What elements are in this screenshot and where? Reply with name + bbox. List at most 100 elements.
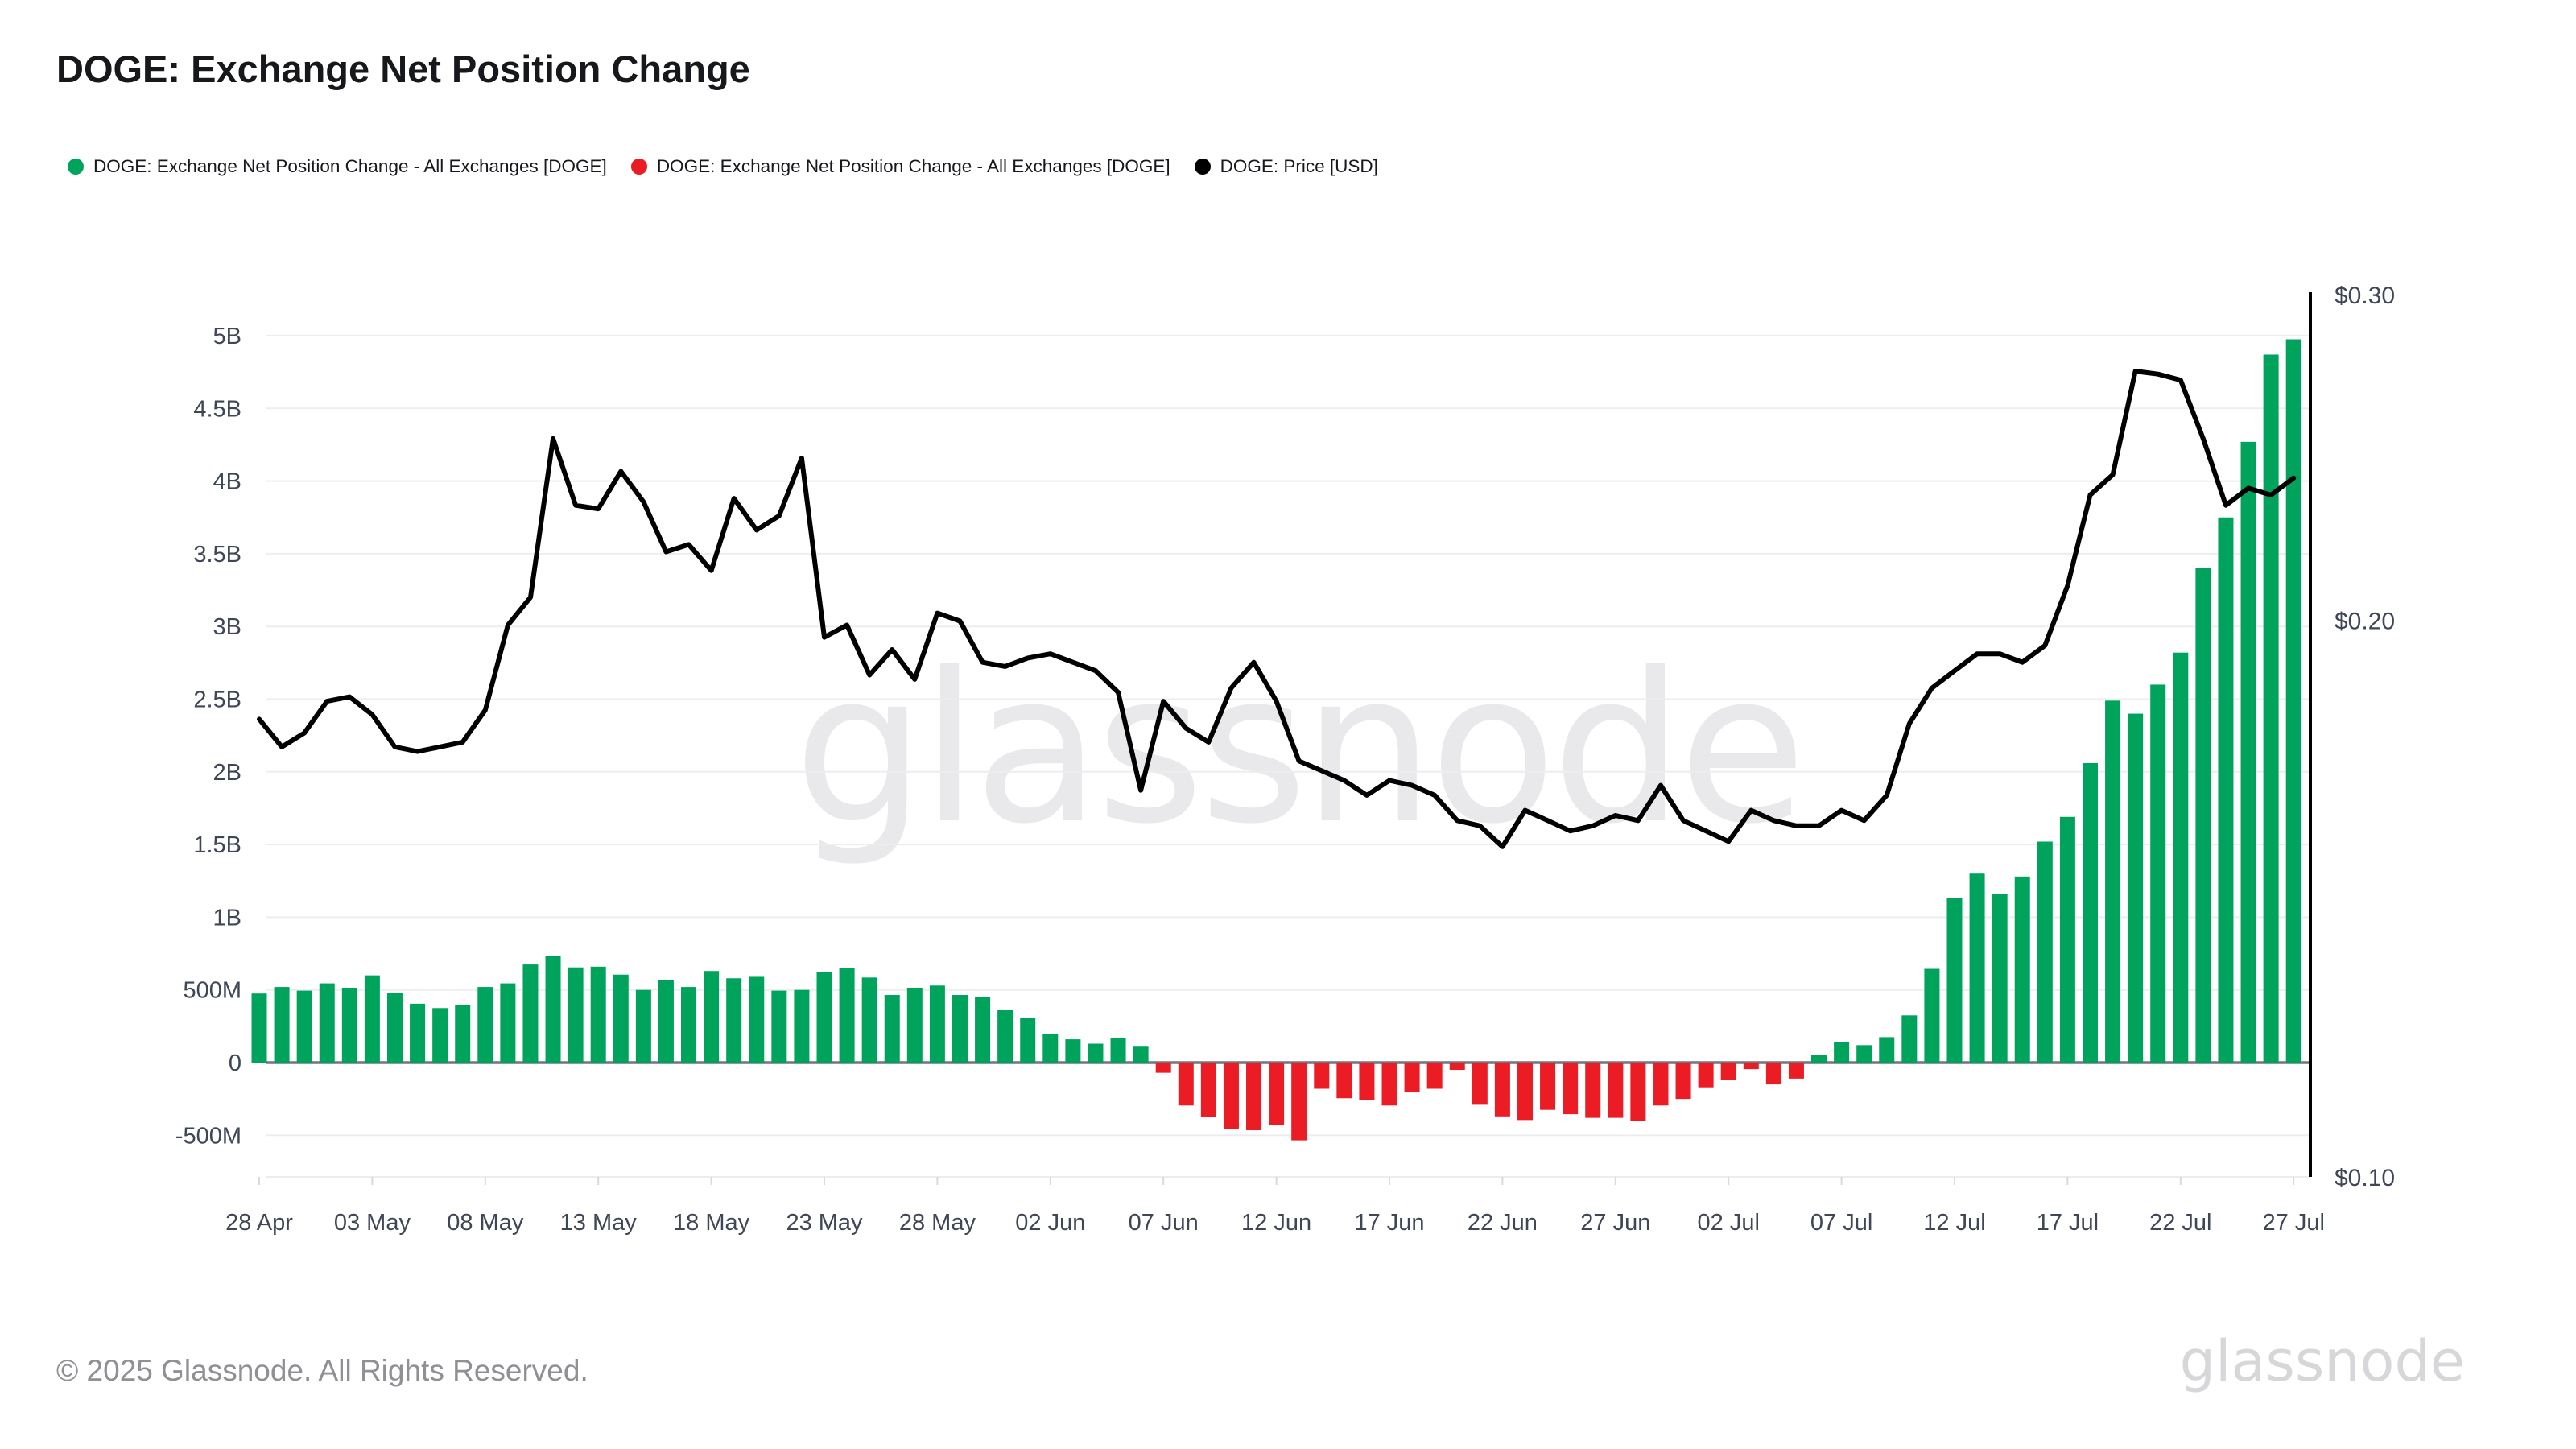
net-position-bar[interactable] (364, 975, 380, 1063)
net-position-bar[interactable] (1314, 1063, 1330, 1089)
net-position-bar[interactable] (2150, 684, 2166, 1063)
legend-item[interactable]: DOGE: Exchange Net Position Change - All… (630, 156, 1170, 177)
net-position-bar[interactable] (1608, 1063, 1624, 1118)
net-position-bar[interactable] (1585, 1063, 1601, 1118)
net-position-bar[interactable] (1788, 1063, 1804, 1079)
net-position-bar[interactable] (952, 995, 968, 1063)
net-position-bar[interactable] (726, 978, 742, 1063)
net-position-bar[interactable] (2059, 816, 2075, 1063)
net-position-bar[interactable] (929, 985, 945, 1063)
net-position-bar[interactable] (1901, 1015, 1918, 1063)
net-position-bar[interactable] (906, 987, 923, 1063)
net-position-bar[interactable] (274, 987, 290, 1063)
net-position-bar[interactable] (1811, 1055, 1827, 1063)
net-position-bar[interactable] (1291, 1063, 1307, 1141)
net-position-bar[interactable] (1269, 1063, 1285, 1125)
net-position-bar[interactable] (2240, 441, 2256, 1063)
x-axis-label: 22 Jul (2149, 1210, 2211, 1236)
net-position-bar[interactable] (1065, 1039, 1081, 1063)
net-position-bar[interactable] (975, 997, 991, 1063)
legend-label[interactable]: DOGE: Price [USD] (1220, 156, 1378, 176)
net-position-bar[interactable] (613, 974, 629, 1063)
net-position-bar[interactable] (410, 1003, 426, 1063)
net-position-bar[interactable] (1200, 1063, 1216, 1117)
net-position-bar[interactable] (1155, 1063, 1171, 1073)
net-position-bar[interactable] (296, 990, 312, 1063)
net-position-bar[interactable] (2082, 762, 2098, 1063)
net-position-bar[interactable] (1494, 1063, 1510, 1117)
net-position-bar[interactable] (635, 989, 651, 1063)
net-position-bar[interactable] (861, 977, 877, 1063)
net-position-bar[interactable] (1969, 873, 1985, 1063)
legend-label[interactable]: DOGE: Exchange Net Position Change - All… (656, 156, 1170, 176)
net-position-bar[interactable] (884, 995, 900, 1063)
net-position-bar[interactable] (749, 976, 765, 1063)
net-position-bar[interactable] (1359, 1063, 1375, 1100)
net-position-bar[interactable] (2128, 713, 2144, 1063)
net-position-bar[interactable] (704, 971, 720, 1063)
net-position-bar[interactable] (522, 964, 539, 1063)
net-position-bar[interactable] (794, 989, 810, 1063)
net-position-bar[interactable] (2218, 517, 2234, 1063)
net-position-bar[interactable] (1856, 1045, 1872, 1063)
net-position-bar[interactable] (658, 980, 674, 1063)
net-position-bar[interactable] (997, 1009, 1013, 1063)
net-position-bar[interactable] (545, 956, 561, 1063)
net-position-bar[interactable] (319, 983, 335, 1063)
net-position-bar[interactable] (1110, 1038, 1126, 1063)
net-position-bar[interactable] (1630, 1063, 1646, 1121)
net-position-bar[interactable] (1563, 1063, 1579, 1115)
net-position-bar[interactable] (1992, 894, 2008, 1063)
net-position-bar[interactable] (681, 987, 697, 1063)
net-position-bar[interactable] (1246, 1063, 1262, 1130)
chart-canvas[interactable]: 5B 4.5B 4B 3.5B 3B 2.5B 2B 1.5B 1B 500M 0 -500M 28 A… (0, 242, 2576, 1288)
net-position-bar[interactable] (2014, 876, 2030, 1063)
net-position-bar[interactable] (771, 990, 787, 1063)
net-position-bar[interactable] (816, 972, 832, 1063)
net-position-bar[interactable] (1020, 1018, 1036, 1063)
net-position-bar[interactable] (839, 968, 855, 1063)
net-position-bar[interactable] (1653, 1063, 1669, 1106)
net-position-bar[interactable] (1517, 1063, 1533, 1121)
net-position-bar[interactable] (1336, 1063, 1352, 1099)
net-position-bar[interactable] (590, 966, 606, 1063)
net-position-bar[interactable] (1834, 1042, 1850, 1063)
legend-item[interactable]: DOGE: Price [USD] (1194, 156, 1378, 177)
net-position-bar[interactable] (455, 1005, 471, 1063)
net-position-bar[interactable] (1472, 1063, 1488, 1105)
net-position-bar[interactable] (1178, 1063, 1194, 1106)
net-position-bar[interactable] (1088, 1043, 1104, 1063)
legend-item[interactable]: DOGE: Exchange Net Position Change - All… (68, 156, 607, 177)
net-position-bar[interactable] (1765, 1063, 1781, 1085)
net-position-bar[interactable] (568, 967, 584, 1063)
net-position-bar[interactable] (500, 983, 516, 1063)
net-position-bar[interactable] (1042, 1034, 1059, 1063)
legend-label[interactable]: DOGE: Exchange Net Position Change - All… (93, 156, 607, 176)
net-position-bar[interactable] (1675, 1063, 1691, 1100)
net-position-bar[interactable] (1133, 1046, 1149, 1063)
net-position-bar[interactable] (251, 993, 267, 1063)
net-position-bar[interactable] (2195, 568, 2211, 1063)
net-position-bar[interactable] (2173, 652, 2189, 1063)
net-position-bar[interactable] (477, 987, 493, 1063)
net-position-bar[interactable] (2037, 841, 2053, 1063)
net-position-bar[interactable] (1720, 1063, 1736, 1080)
net-position-bar[interactable] (1743, 1063, 1759, 1070)
net-position-bar[interactable] (1540, 1063, 1556, 1110)
net-position-bar[interactable] (1426, 1063, 1443, 1089)
net-position-bar[interactable] (1946, 898, 1963, 1063)
net-position-bar[interactable] (2263, 354, 2279, 1063)
net-position-bar[interactable] (341, 987, 357, 1063)
net-position-bar[interactable] (2105, 700, 2121, 1063)
net-position-bar[interactable] (1879, 1037, 1895, 1063)
net-position-bar[interactable] (1924, 968, 1940, 1063)
net-position-bar[interactable] (1404, 1063, 1420, 1093)
net-position-bar[interactable] (1381, 1063, 1397, 1106)
net-position-bar[interactable] (432, 1008, 448, 1063)
price-line[interactable] (257, 369, 2297, 849)
net-position-bar[interactable] (1449, 1063, 1465, 1071)
net-position-bar[interactable] (386, 993, 402, 1063)
net-position-bar[interactable] (1223, 1063, 1239, 1129)
net-position-bar[interactable] (2285, 339, 2301, 1063)
net-position-bar[interactable] (1698, 1063, 1714, 1088)
